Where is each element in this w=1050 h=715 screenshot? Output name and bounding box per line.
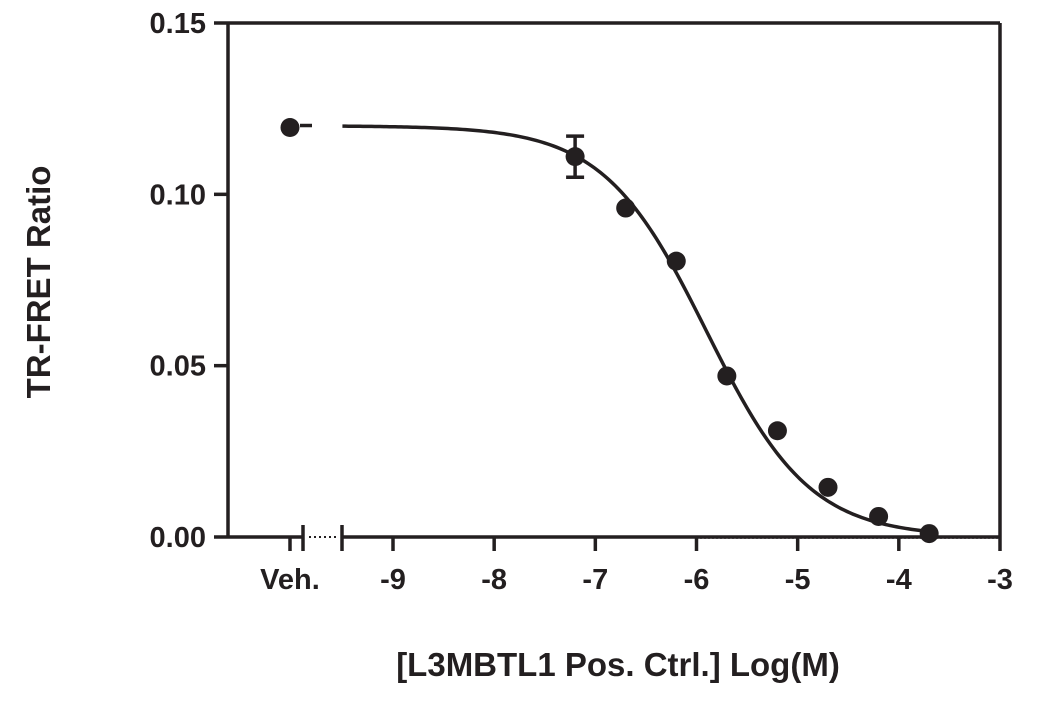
y-tick-label: 0.05	[150, 351, 206, 383]
y-axis-ticks: 0.00 0.05 0.10 0.15	[150, 8, 228, 554]
plot-frame	[226, 21, 1002, 539]
x-tick-label-veh: Veh.	[260, 564, 320, 596]
data-point	[565, 147, 585, 167]
x-tick-label: -4	[886, 564, 912, 596]
data-point	[767, 421, 787, 441]
y-tick-label: 0.15	[150, 8, 206, 40]
data-point	[818, 477, 838, 497]
x-axis-ticks: Veh. -9 -8 -7 -6 -5 -4 -3	[260, 537, 1013, 596]
data-point	[666, 251, 686, 271]
x-tick-label: -5	[785, 564, 811, 596]
x-tick-label: -9	[380, 564, 406, 596]
y-tick-label: 0.10	[150, 179, 206, 211]
x-tick-label: -8	[481, 564, 507, 596]
y-axis-title: TR-FRET Ratio	[20, 166, 57, 399]
x-tick-label: -6	[684, 564, 710, 596]
x-axis-title: [L3MBTL1 Pos. Ctrl.] Log(M)	[396, 646, 840, 683]
data-point-vehicle	[280, 118, 300, 138]
fit-curve	[342, 124, 930, 534]
x-tick-label: -7	[582, 564, 608, 596]
data-point	[616, 198, 636, 218]
data-point	[717, 366, 737, 386]
x-axis-break	[301, 525, 1000, 551]
x-tick-label: -3	[987, 564, 1013, 596]
data-point	[869, 506, 889, 526]
y-tick-label: 0.00	[150, 522, 206, 554]
data-point	[919, 524, 939, 544]
data-points	[280, 118, 939, 544]
